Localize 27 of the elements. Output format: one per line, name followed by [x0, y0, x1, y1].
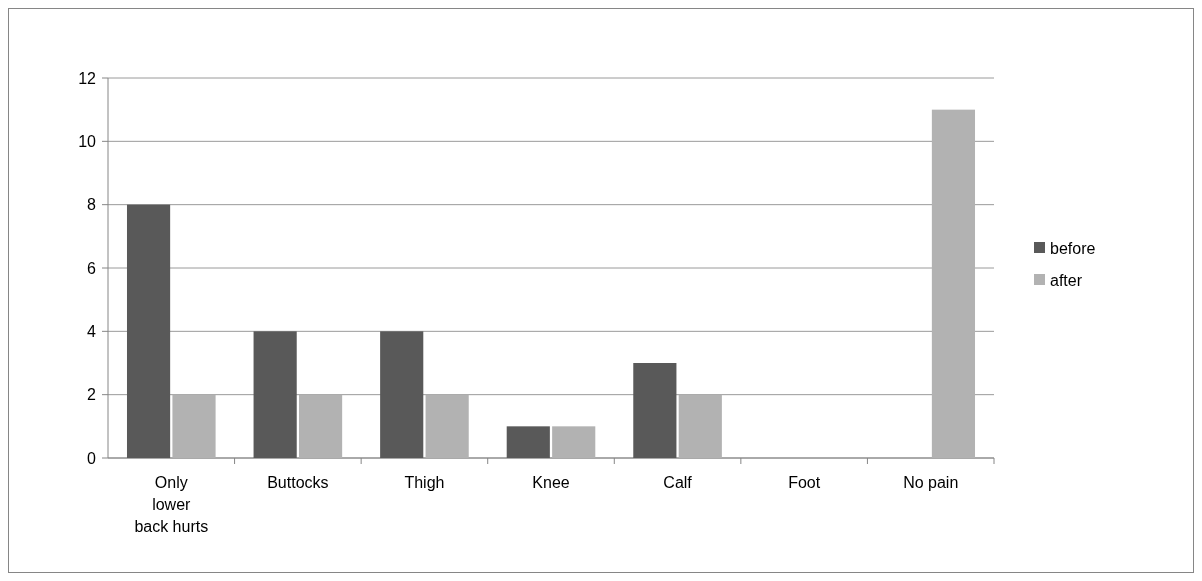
x-tick-label: Calf	[663, 474, 693, 491]
x-tick-label: Only lower back hurts	[134, 474, 209, 535]
y-tick-label: 4	[87, 322, 97, 340]
y-tick-label: 2	[87, 386, 97, 404]
legend-label: before	[1050, 239, 1096, 257]
y-tick-label: 8	[87, 196, 97, 214]
bar	[253, 331, 297, 458]
y-tick-label: 12	[78, 69, 97, 87]
y-tick-label: 10	[78, 132, 97, 150]
y-tick-label: 0	[87, 449, 97, 467]
bar	[172, 394, 216, 458]
x-tick-label: Buttocks	[267, 474, 329, 491]
bar	[552, 426, 596, 458]
bar	[425, 394, 469, 458]
bar	[380, 331, 424, 458]
bar	[678, 394, 722, 458]
x-tick-label: Foot	[788, 474, 821, 491]
bar	[506, 426, 550, 458]
bar	[298, 394, 343, 458]
bar	[633, 363, 677, 458]
x-tick-label: Knee	[532, 474, 570, 491]
bar	[931, 109, 976, 458]
bar	[126, 204, 171, 458]
y-tick-label: 6	[87, 259, 97, 277]
legend-label: after	[1050, 271, 1083, 289]
x-tick-label: No pain	[903, 474, 959, 491]
x-tick-label: Thigh	[404, 474, 445, 491]
